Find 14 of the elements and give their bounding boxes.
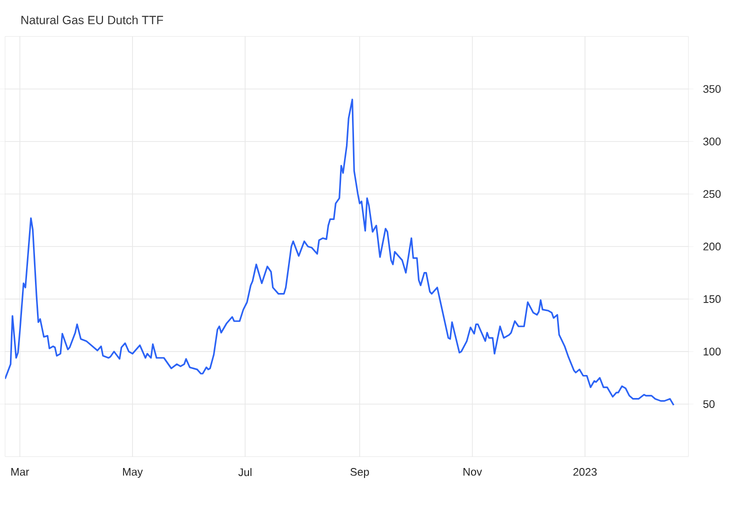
y-tick-label: 300 bbox=[703, 137, 721, 146]
y-tick-label: 50 bbox=[703, 400, 715, 408]
y-tick-label: 150 bbox=[704, 294, 721, 303]
x-tick-label: 2023 bbox=[573, 468, 597, 476]
x-tick-label: Mar bbox=[11, 468, 30, 476]
y-tick-label: 250 bbox=[703, 190, 721, 198]
y-tick-label: 100 bbox=[704, 347, 721, 356]
x-tick-label: Jul bbox=[238, 468, 252, 476]
y-tick-label: 350 bbox=[703, 84, 721, 93]
x-tick-label: May bbox=[123, 468, 143, 478]
x-tick-label: Nov bbox=[464, 468, 482, 476]
chart-title: Natural Gas EU Dutch TTF bbox=[21, 15, 164, 24]
x-tick-label: Sep bbox=[350, 468, 369, 478]
y-tick-label: 200 bbox=[703, 242, 721, 250]
